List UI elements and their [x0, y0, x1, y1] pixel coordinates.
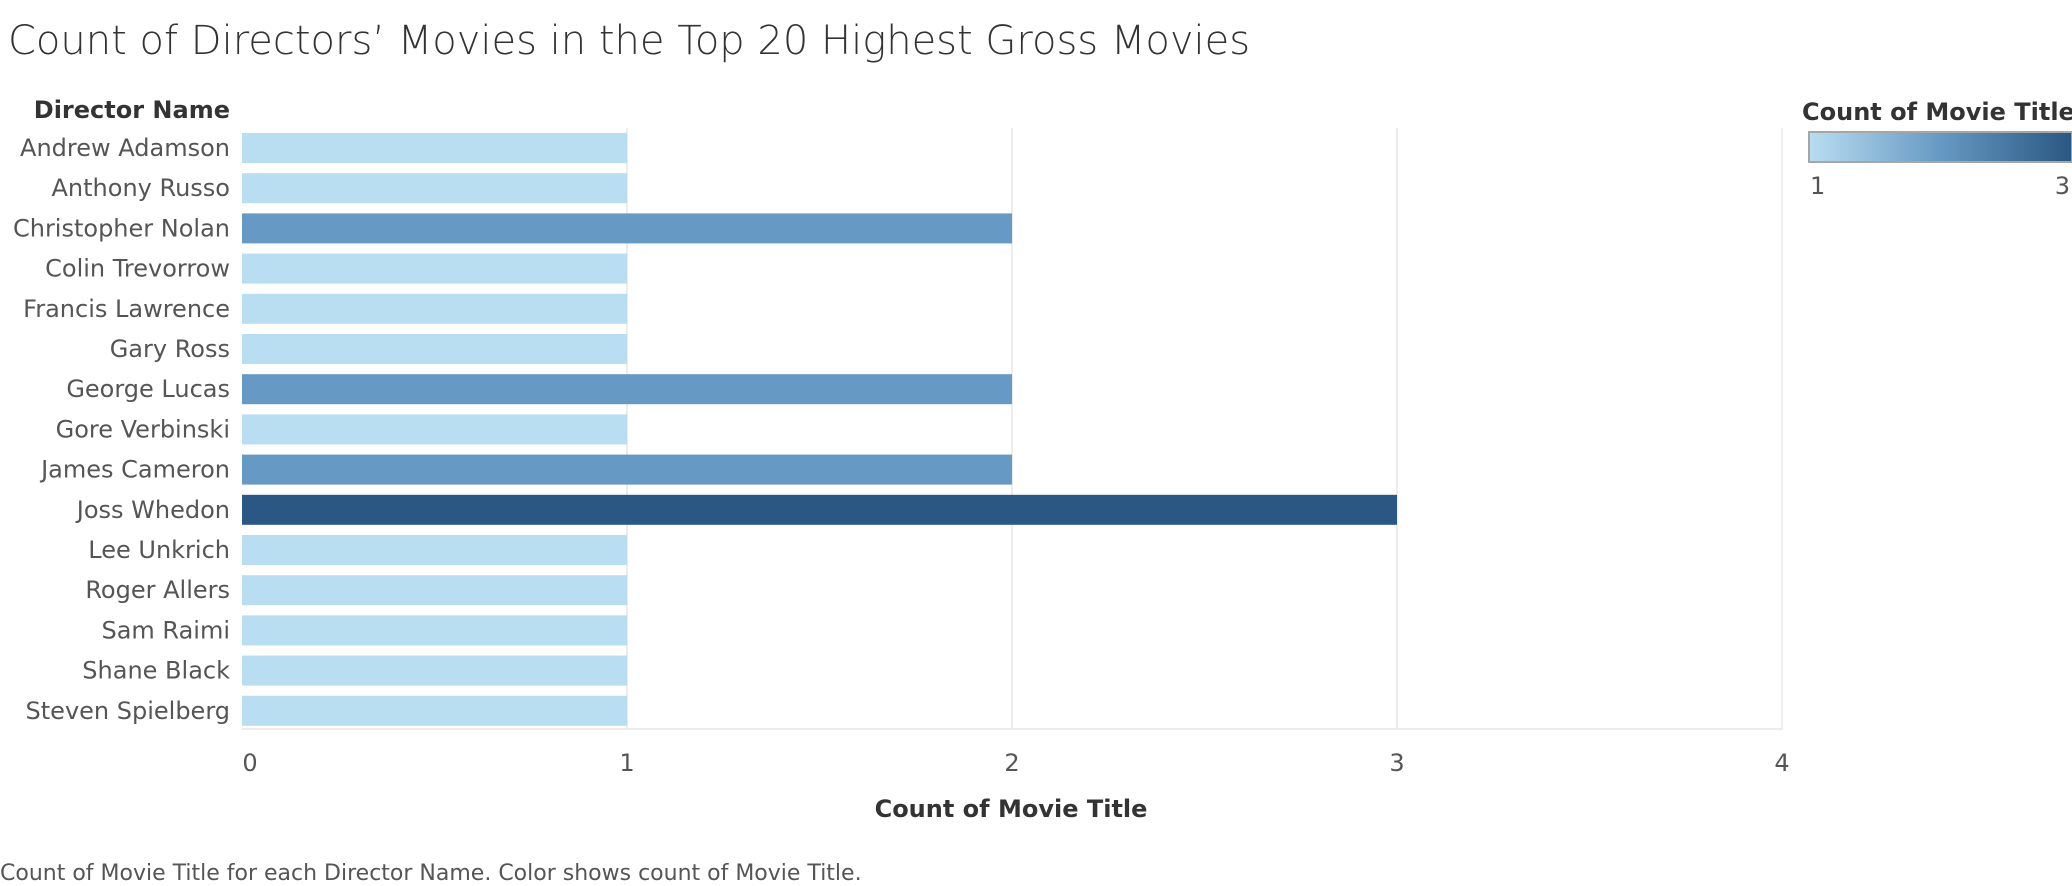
category-label-lee-unkrich: Lee Unkrich: [88, 536, 230, 564]
category-label-shane-black: Shane Black: [82, 657, 230, 685]
x-axis-title: Count of Movie Title: [875, 795, 1148, 823]
legend-title: Count of Movie Title: [1802, 98, 2072, 126]
legend-max-label: 3: [2055, 172, 2070, 200]
bars: [242, 133, 1397, 726]
category-label-james-cameron: James Cameron: [39, 456, 230, 484]
category-label-steven-spielberg: Steven Spielberg: [26, 697, 230, 725]
x-tick-label-3: 3: [1389, 749, 1404, 777]
bar-shane-black[interactable]: [242, 655, 627, 686]
x-tick-label-1: 1: [619, 749, 634, 777]
category-labels: Andrew Adamson Anthony Russo Christopher N…: [13, 134, 230, 725]
x-tick-label-2: 2: [1004, 749, 1019, 777]
category-label-gary-ross: Gary Ross: [110, 335, 230, 363]
color-legend: Count of Movie Title 1 3: [1802, 98, 2072, 200]
x-tick-label-4: 4: [1774, 749, 1789, 777]
legend-gradient-bar: [1808, 131, 2072, 163]
bar-gary-ross[interactable]: [242, 334, 627, 364]
bar-james-cameron[interactable]: [242, 454, 1012, 485]
x-tick-label-0: 0: [242, 749, 257, 777]
bar-francis-lawrence[interactable]: [242, 293, 627, 324]
chart-title: Count of Directors’ Movies in the Top 20…: [8, 18, 1250, 64]
bar-christopher-nolan[interactable]: [242, 213, 1012, 244]
category-label-gore-verbinski: Gore Verbinski: [56, 415, 230, 443]
bar-roger-allers[interactable]: [242, 575, 627, 606]
category-label-christopher-nolan: Christopher Nolan: [13, 214, 230, 242]
category-label-george-lucas: George Lucas: [66, 375, 230, 403]
category-label-francis-lawrence: Francis Lawrence: [23, 295, 230, 323]
category-label-joss-whedon: Joss Whedon: [75, 496, 230, 524]
category-label-sam-raimi: Sam Raimi: [101, 616, 230, 644]
bar-colin-trevorrow[interactable]: [242, 253, 627, 284]
row-header-director-name: Director Name: [34, 96, 230, 124]
bar-lee-unkrich[interactable]: [242, 535, 627, 565]
category-label-colin-trevorrow: Colin Trevorrow: [45, 255, 230, 283]
category-label-andrew-adamson: Andrew Adamson: [20, 134, 230, 162]
category-label-roger-allers: Roger Allers: [85, 576, 230, 604]
bar-steven-spielberg[interactable]: [242, 695, 627, 726]
bar-sam-raimi[interactable]: [242, 615, 627, 646]
bar-anthony-russo[interactable]: [242, 173, 627, 204]
bar-george-lucas[interactable]: [242, 374, 1012, 405]
legend-min-label: 1: [1810, 172, 1825, 200]
chart-caption: Count of Movie Title for each Director N…: [0, 861, 862, 886]
bar-andrew-adamson[interactable]: [242, 133, 627, 163]
x-axis-tick-labels: 0 1 2 3 4: [242, 749, 1789, 777]
bar-joss-whedon[interactable]: [242, 494, 1397, 525]
category-label-anthony-russo: Anthony Russo: [52, 174, 230, 202]
bar-gore-verbinski[interactable]: [242, 414, 627, 445]
